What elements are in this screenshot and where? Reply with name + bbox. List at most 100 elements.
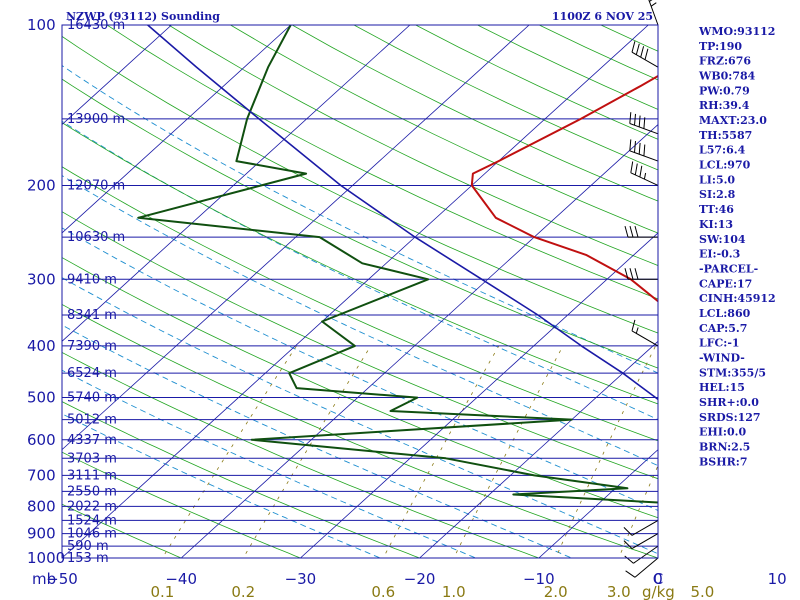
- pressure-tick-label: 400: [27, 337, 56, 355]
- index-line: LCL:970: [699, 159, 751, 172]
- mixing-ratio-label: 3.0: [607, 583, 631, 600]
- height-label: 1524 m: [67, 513, 117, 528]
- wind-barb-half-feather: [635, 327, 639, 334]
- pressure-tick-label: 800: [27, 497, 56, 515]
- index-line: RH:39.4: [699, 99, 750, 112]
- isotherm: [538, 449, 658, 558]
- index-line: WMO:93112: [698, 25, 775, 38]
- wind-barb-staff: [631, 533, 659, 550]
- sounding-traces: [137, 25, 658, 504]
- index-line: HEL:15: [699, 381, 745, 394]
- wind-barb-feather: [635, 43, 640, 55]
- dry-adiabat: [62, 166, 658, 442]
- index-line: -WIND-: [699, 351, 745, 364]
- wind-barb-staff: [630, 172, 659, 186]
- wind-barb-feather: [638, 115, 641, 128]
- wind-barb-feather: [631, 41, 636, 53]
- wind-barb-feather: [639, 165, 643, 178]
- isotherm: [300, 232, 658, 558]
- index-line: EI:-0.3: [699, 248, 740, 261]
- temperature-tick-label: −20: [404, 570, 436, 588]
- wind-barb-feather: [629, 112, 632, 124]
- dry-adiabat: [62, 211, 658, 480]
- wind-barb: [630, 161, 659, 186]
- height-label: 12070 m: [67, 178, 125, 193]
- height-label: 8341 m: [67, 308, 117, 323]
- dry-adiabat: [62, 451, 302, 558]
- wind-barb-feather: [629, 225, 634, 238]
- index-line: BRN:2.5: [699, 441, 750, 454]
- dry-adiabats: [62, 25, 800, 569]
- dry-adiabat: [62, 122, 658, 405]
- height-label: 5740 m: [67, 391, 117, 406]
- wind-barb-feather: [625, 570, 636, 578]
- wind-barb-feather: [640, 46, 645, 58]
- temperature-tick-label: −10: [523, 570, 555, 588]
- index-line: TP:190: [699, 40, 742, 53]
- height-label: 1046 m: [67, 527, 117, 542]
- isotherm: [62, 25, 530, 451]
- dewpoint-trace: [137, 25, 658, 504]
- isotherm: [180, 124, 658, 558]
- parcel-trace: [147, 25, 658, 401]
- index-line: EHI:0.0: [699, 426, 746, 439]
- wind-barb-feather: [623, 540, 633, 549]
- index-line: SW:104: [699, 233, 746, 246]
- pressure-tick-label: 700: [27, 466, 56, 484]
- height-label: 2022 m: [67, 499, 117, 514]
- moist-adiabat: [62, 120, 658, 421]
- index-line: SRDS:127: [699, 411, 761, 424]
- dry-adiabat: [62, 503, 183, 558]
- index-line: STM:355/5: [699, 366, 766, 379]
- wind-barb-feather: [629, 139, 632, 151]
- temperature-tick-label: −40: [165, 570, 197, 588]
- wind-barb-feather: [649, 0, 653, 2]
- mixing-ratio-label: 0.6: [371, 583, 395, 600]
- dry-adiabat: [62, 351, 540, 558]
- temperature-tick-label: −30: [285, 570, 317, 588]
- wind-barb: [624, 268, 659, 280]
- index-line: L57:6.4: [699, 144, 746, 157]
- dry-adiabat: [62, 401, 421, 558]
- isotherm: [62, 25, 649, 558]
- dry-adiabat: [62, 78, 658, 369]
- mixing-ratio-label: 0.2: [231, 583, 255, 600]
- dry-adiabat: [168, 25, 658, 267]
- mixing-ratio-label: 1.0: [442, 583, 466, 600]
- height-label: 9410 m: [67, 272, 117, 287]
- wind-barb: [629, 112, 659, 135]
- height-label: 13900 m: [67, 112, 125, 127]
- isotherms: [62, 25, 658, 558]
- index-line: LI:5.0: [699, 173, 735, 186]
- index-line: SI:2.8: [699, 188, 736, 201]
- pressure-tick-label: 600: [27, 431, 56, 449]
- wind-barb: [629, 139, 659, 162]
- height-label: 3111 m: [67, 468, 117, 483]
- pressure-tick-label: 300: [27, 270, 56, 288]
- wind-barb-feather: [644, 48, 649, 60]
- index-line: CINH:45912: [699, 292, 776, 305]
- isotherm: [62, 25, 411, 342]
- temperature-unit-label: C: [653, 570, 663, 588]
- wind-barb: [648, 0, 659, 26]
- wind-barb-staff: [631, 519, 659, 536]
- dry-adiabat: [62, 303, 658, 558]
- height-label: 6524 m: [67, 366, 117, 381]
- isotherm: [419, 340, 658, 558]
- wind-barb-feather: [638, 142, 641, 155]
- index-line: WB0:784: [698, 70, 756, 83]
- mixing-ratio-unit: g/kg: [642, 583, 675, 600]
- isobars: [62, 24, 658, 559]
- pressure-tick-label: 900: [27, 525, 56, 543]
- dry-adiabat: [786, 25, 800, 569]
- wind-barb: [625, 557, 659, 578]
- index-line: KI:13: [699, 218, 733, 231]
- moist-adiabat: [62, 324, 573, 558]
- moist-adiabat: [62, 227, 658, 511]
- index-line: PW:0.79: [699, 84, 750, 97]
- wind-barb-feather: [629, 268, 634, 280]
- pressure-unit-label: mb: [32, 570, 56, 588]
- temperature-tick-label: 10: [768, 570, 787, 588]
